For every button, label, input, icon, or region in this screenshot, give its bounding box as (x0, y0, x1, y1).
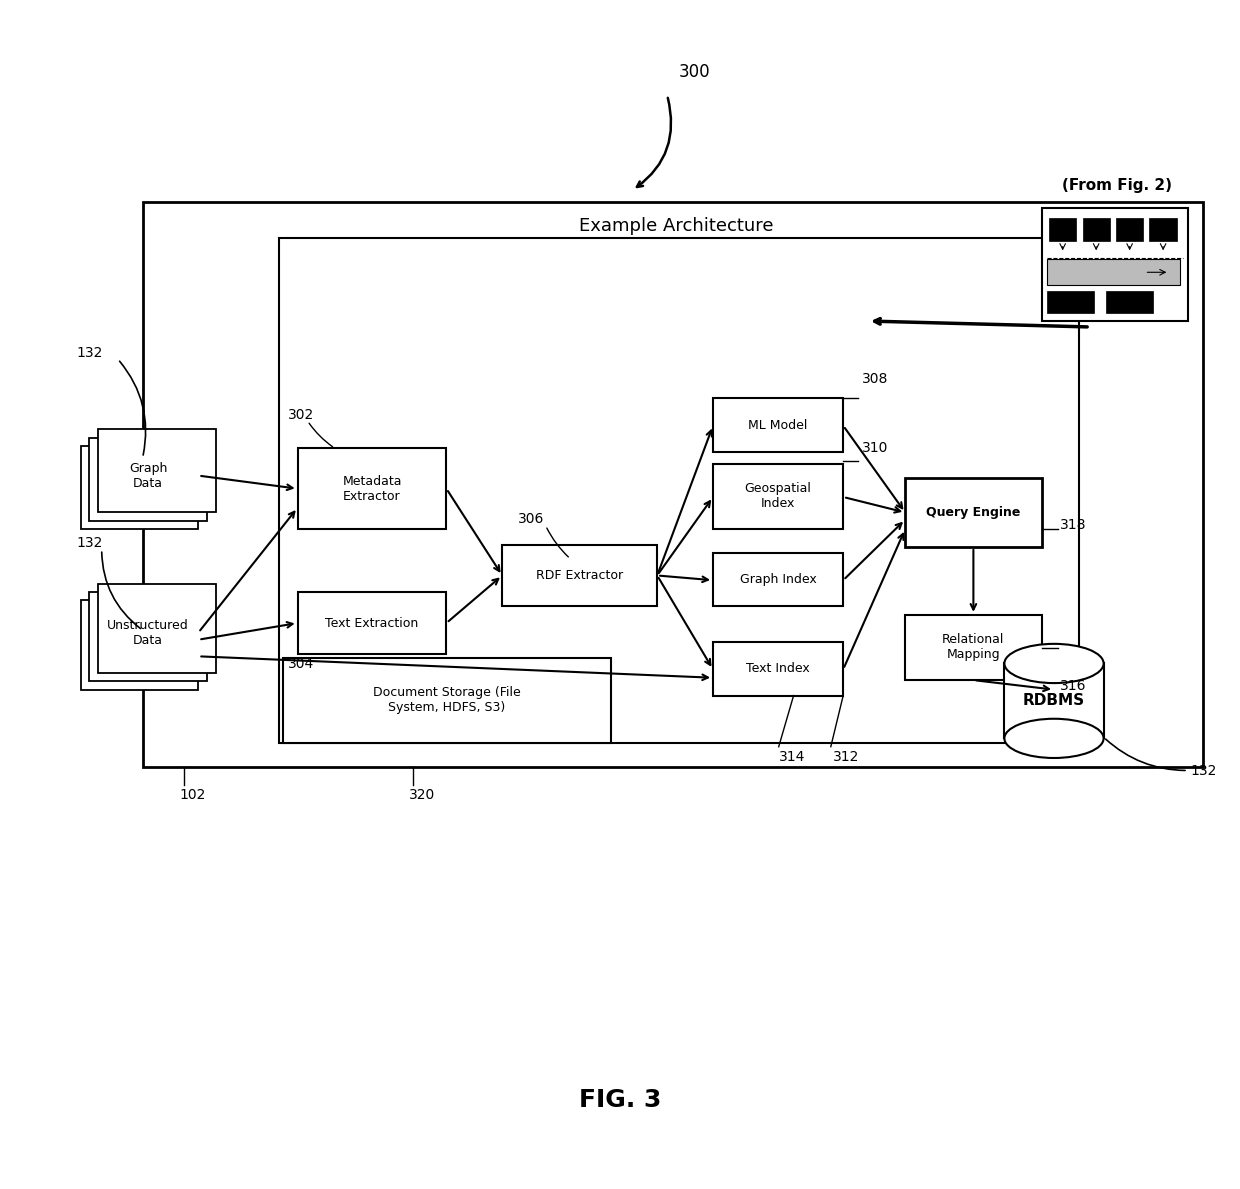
FancyBboxPatch shape (279, 238, 1079, 743)
Text: 306: 306 (518, 512, 544, 527)
Text: 132: 132 (1190, 765, 1216, 779)
FancyBboxPatch shape (143, 202, 1203, 767)
Text: 310: 310 (862, 441, 888, 455)
Text: 132: 132 (77, 536, 103, 551)
FancyBboxPatch shape (89, 592, 207, 681)
FancyBboxPatch shape (1042, 208, 1188, 321)
FancyBboxPatch shape (283, 658, 611, 743)
FancyBboxPatch shape (81, 446, 198, 529)
Text: Example Architecture: Example Architecture (579, 216, 773, 235)
FancyBboxPatch shape (713, 553, 843, 606)
Text: 304: 304 (288, 658, 314, 672)
Text: 302: 302 (288, 408, 314, 422)
FancyBboxPatch shape (905, 478, 1042, 547)
Text: Geospatial
Index: Geospatial Index (745, 483, 811, 510)
FancyBboxPatch shape (1047, 291, 1094, 313)
FancyBboxPatch shape (98, 429, 216, 512)
Text: Text Extraction: Text Extraction (325, 617, 419, 629)
Text: Graph
Data: Graph Data (129, 461, 167, 490)
FancyBboxPatch shape (1106, 291, 1153, 313)
Text: Metadata
Extractor: Metadata Extractor (342, 474, 402, 503)
Text: 318: 318 (1060, 518, 1086, 533)
FancyBboxPatch shape (298, 448, 446, 529)
Text: Document Storage (File
System, HDFS, S3): Document Storage (File System, HDFS, S3) (373, 686, 521, 715)
FancyBboxPatch shape (1004, 663, 1104, 738)
Text: FIG. 3: FIG. 3 (579, 1088, 661, 1112)
Text: 308: 308 (862, 372, 888, 386)
FancyBboxPatch shape (298, 592, 446, 654)
Text: 316: 316 (1060, 679, 1086, 693)
FancyBboxPatch shape (1116, 218, 1143, 241)
Text: (From Fig. 2): (From Fig. 2) (1061, 178, 1172, 194)
FancyBboxPatch shape (1047, 259, 1180, 285)
FancyBboxPatch shape (89, 438, 207, 521)
FancyBboxPatch shape (713, 464, 843, 529)
Text: Graph Index: Graph Index (740, 573, 816, 586)
FancyBboxPatch shape (713, 642, 843, 696)
Text: 320: 320 (409, 788, 435, 803)
FancyBboxPatch shape (713, 398, 843, 452)
Text: RDBMS: RDBMS (1023, 693, 1085, 709)
FancyBboxPatch shape (81, 600, 198, 690)
FancyBboxPatch shape (905, 615, 1042, 680)
Text: Relational
Mapping: Relational Mapping (942, 634, 1004, 661)
Text: RDF Extractor: RDF Extractor (536, 570, 624, 581)
Text: 102: 102 (180, 788, 206, 803)
Text: 132: 132 (77, 346, 103, 360)
Ellipse shape (1004, 644, 1104, 682)
Ellipse shape (1004, 718, 1104, 759)
FancyBboxPatch shape (1083, 218, 1110, 241)
Text: 300: 300 (678, 63, 711, 81)
Text: ML Model: ML Model (749, 419, 807, 432)
Text: 312: 312 (833, 750, 859, 765)
Text: Unstructured
Data: Unstructured Data (108, 619, 188, 647)
Text: Text Index: Text Index (746, 662, 810, 675)
FancyBboxPatch shape (1049, 218, 1076, 241)
Text: Query Engine: Query Engine (926, 507, 1021, 518)
FancyBboxPatch shape (98, 584, 216, 673)
FancyBboxPatch shape (1149, 218, 1177, 241)
Text: 314: 314 (779, 750, 805, 765)
FancyBboxPatch shape (502, 545, 657, 606)
